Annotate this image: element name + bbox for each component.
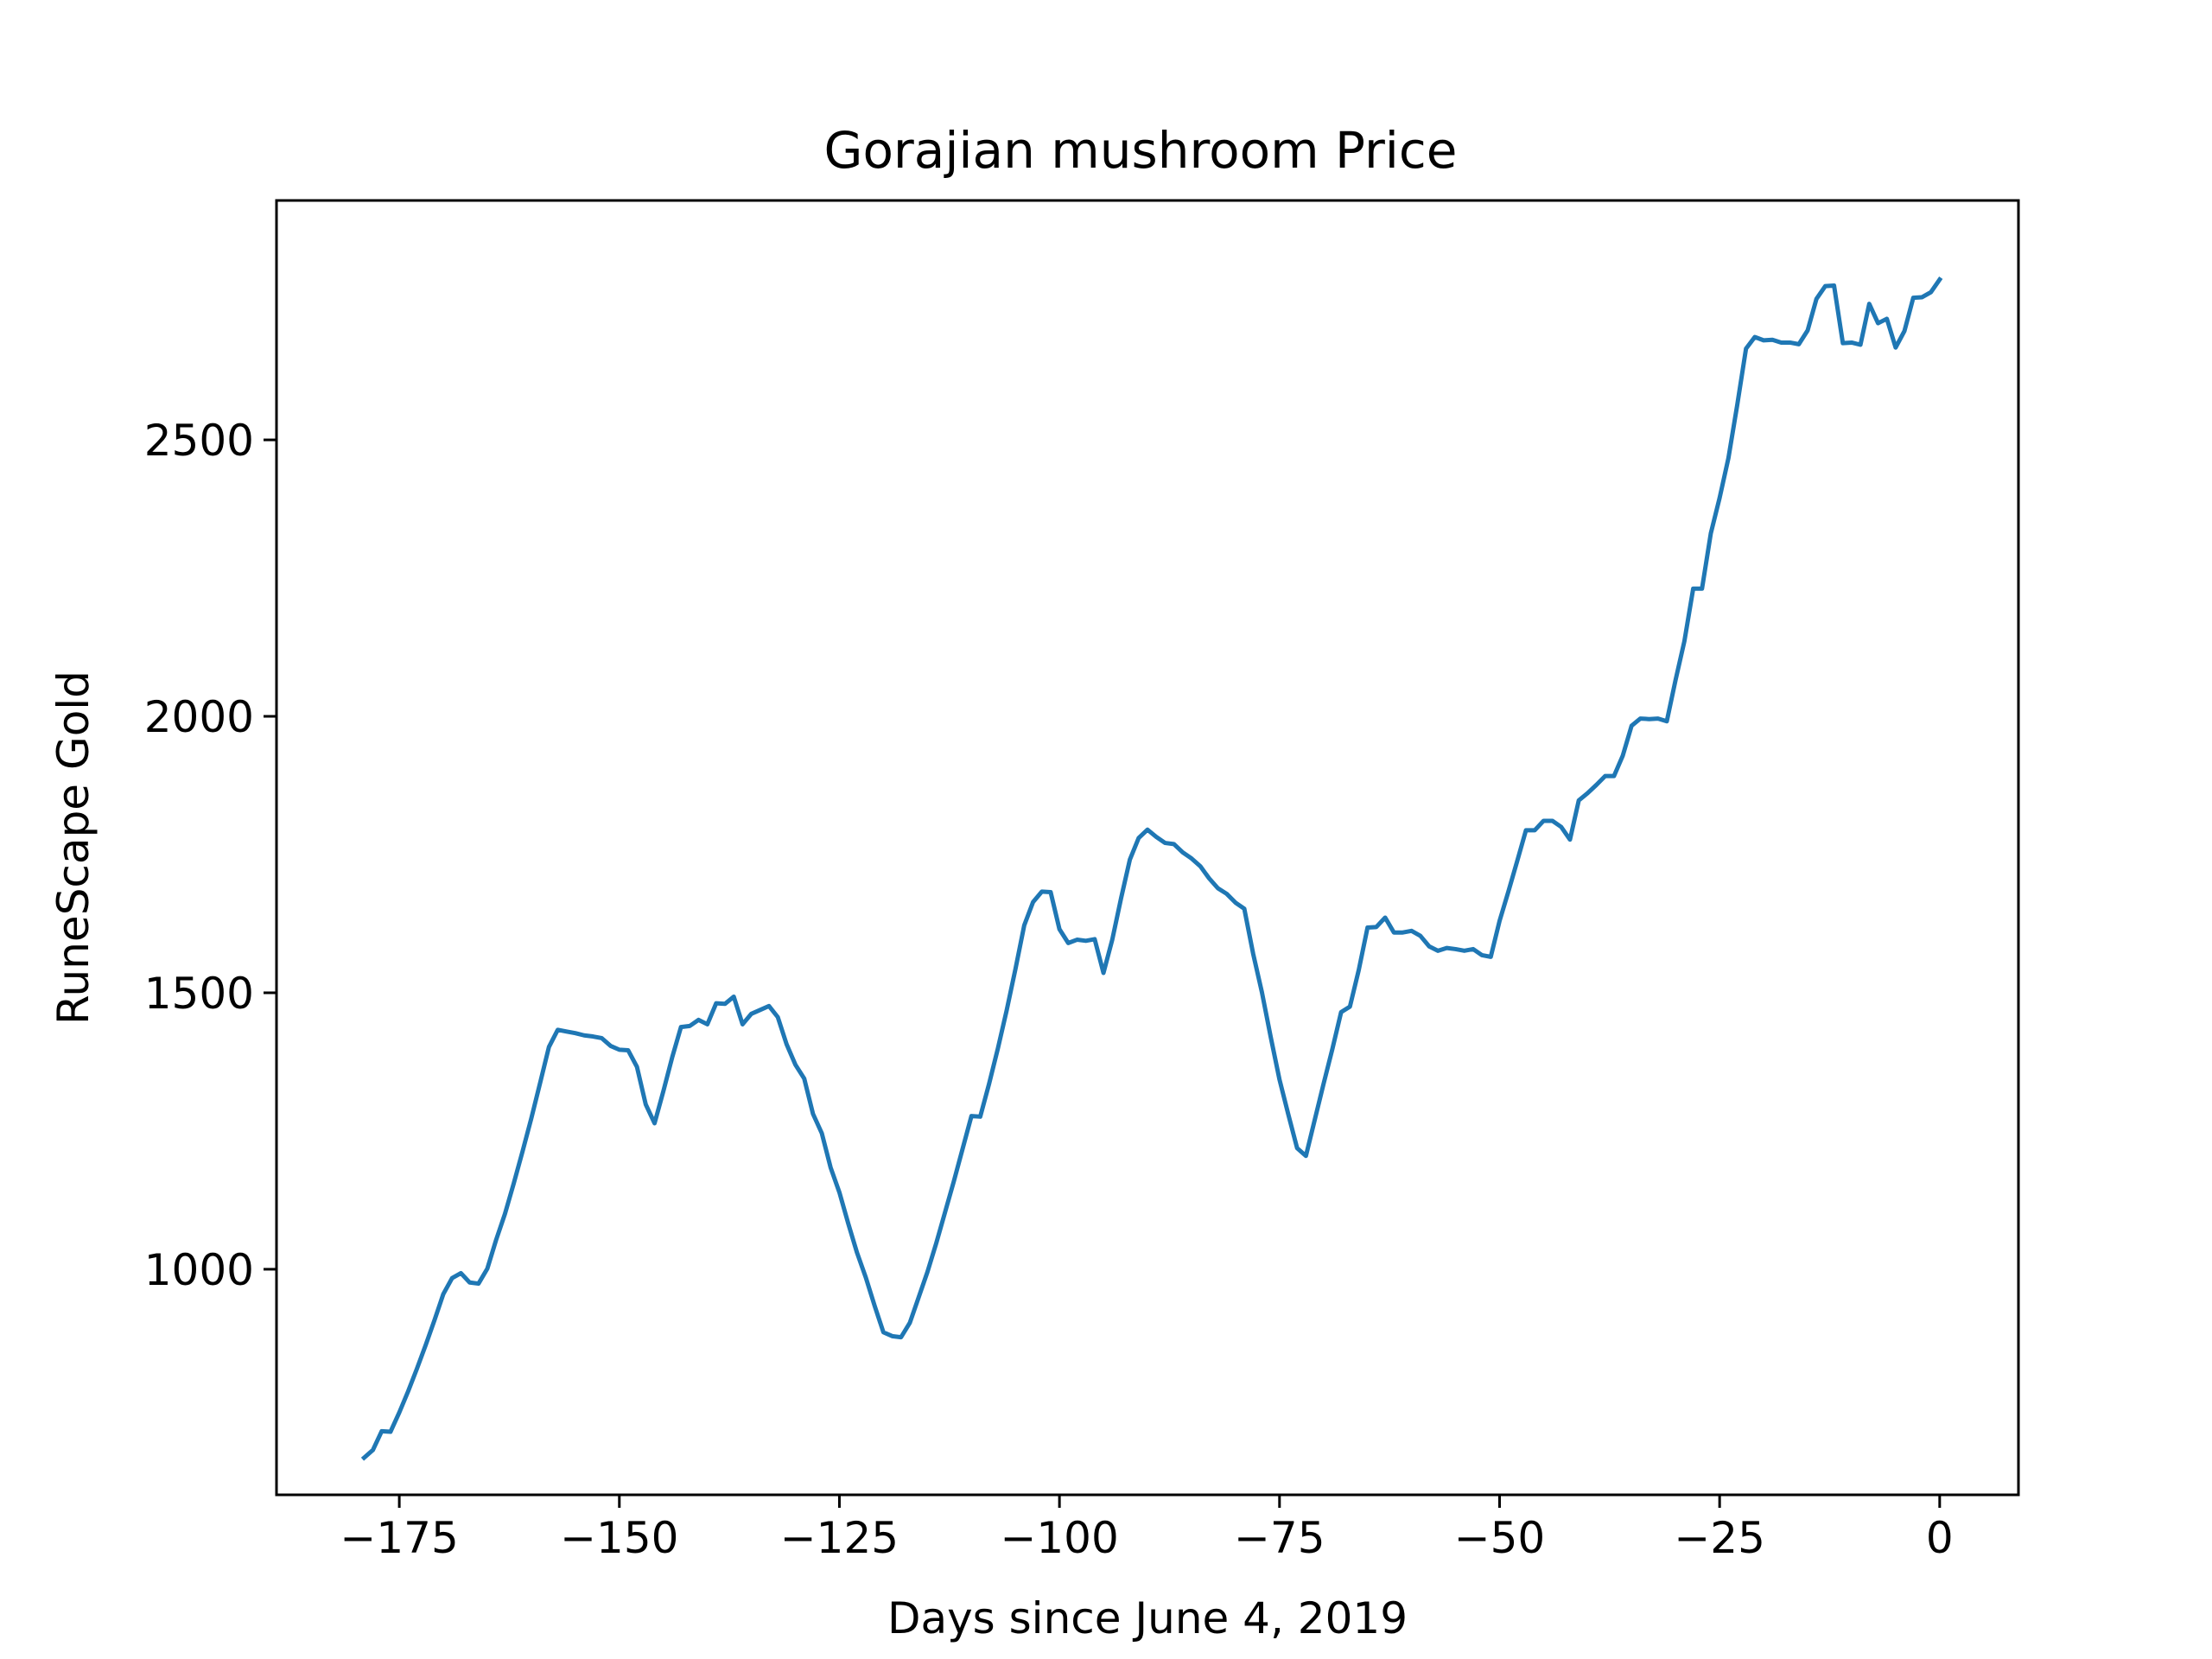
y-tick-label: 2000 (144, 692, 254, 742)
x-tick-label: −25 (1674, 1513, 1765, 1563)
plot-area (275, 199, 2020, 1497)
y-axis-label: RuneScape Gold (48, 671, 99, 1025)
x-tick-label: 0 (1926, 1513, 1954, 1563)
x-tick-label: −150 (560, 1513, 678, 1563)
x-tick-label: −50 (1454, 1513, 1546, 1563)
y-tick-label: 1000 (144, 1245, 254, 1295)
x-tick-label: −100 (1000, 1513, 1118, 1563)
x-tick-label: −125 (780, 1513, 899, 1563)
x-tick-label: −175 (340, 1513, 458, 1563)
x-axis: −175 −150 −125 −100 −75 −50 −25 0 (340, 1495, 1954, 1563)
price-series-line (360, 276, 1943, 1461)
y-tick-label: 2500 (144, 416, 254, 466)
chart-title: Gorajian mushroom Price (824, 121, 1458, 180)
y-tick-label: 1500 (144, 969, 254, 1019)
x-axis-label: Days since June 4, 2019 (887, 1593, 1408, 1643)
plot-frame (275, 199, 2020, 1497)
x-tick-label: −75 (1234, 1513, 1325, 1563)
plot-background (276, 200, 2018, 1495)
y-axis: 1000 1500 2000 2500 (144, 416, 276, 1295)
